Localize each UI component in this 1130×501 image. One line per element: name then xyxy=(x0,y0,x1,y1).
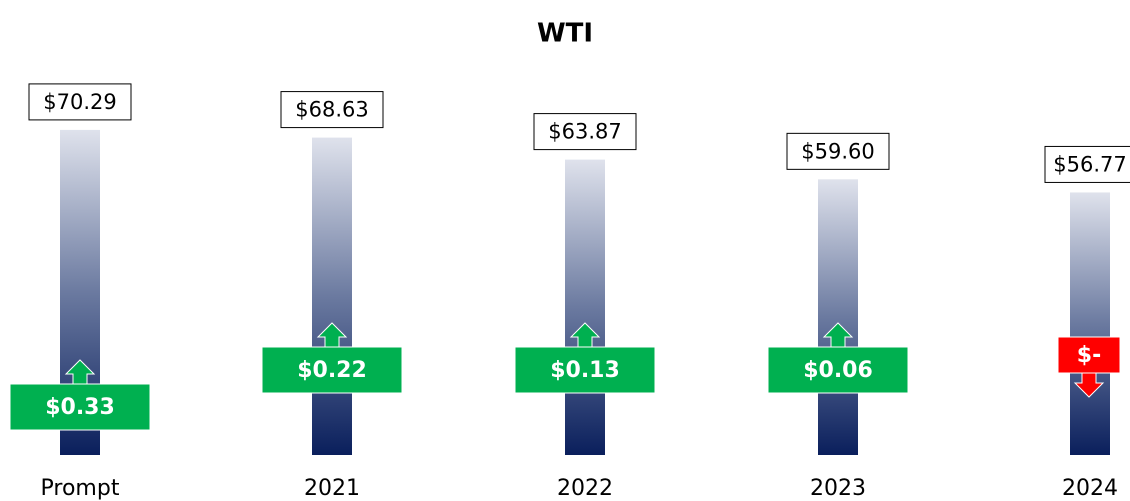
change-label: $0.06 xyxy=(803,358,873,383)
change-box xyxy=(1057,336,1121,374)
value-label: $56.77 xyxy=(1053,152,1126,176)
value-label-box xyxy=(28,83,132,121)
x-tick-label: 2022 xyxy=(557,476,613,501)
value-label-box xyxy=(280,91,384,129)
change-arrow xyxy=(1073,372,1105,398)
value-label: $59.60 xyxy=(801,139,874,163)
change-box xyxy=(9,383,151,431)
x-tick-label: Prompt xyxy=(41,476,120,501)
bar xyxy=(565,159,605,455)
change-label: $0.13 xyxy=(550,358,620,383)
bar xyxy=(818,179,858,455)
change-label: $0.22 xyxy=(297,358,367,383)
change-label: $- xyxy=(1077,343,1101,368)
change-box xyxy=(767,346,909,394)
change-label: $0.33 xyxy=(45,395,115,420)
value-label-box xyxy=(1044,145,1130,183)
change-box xyxy=(514,346,656,394)
x-tick-label: 2021 xyxy=(304,476,360,501)
value-label-box xyxy=(786,132,890,170)
value-label: $68.63 xyxy=(295,98,368,122)
change-arrow xyxy=(569,322,601,348)
bar xyxy=(1070,192,1110,455)
x-tick-label: 2024 xyxy=(1062,476,1118,501)
bar xyxy=(312,137,352,455)
change-arrow xyxy=(64,359,96,385)
chart-title: WTI xyxy=(537,19,593,49)
change-arrow xyxy=(316,322,348,348)
value-label-box xyxy=(533,113,637,151)
change-arrow xyxy=(822,322,854,348)
change-box xyxy=(261,346,403,394)
x-tick-label: 2023 xyxy=(810,476,866,501)
value-label: $63.87 xyxy=(548,120,621,144)
value-label: $70.29 xyxy=(43,90,116,114)
